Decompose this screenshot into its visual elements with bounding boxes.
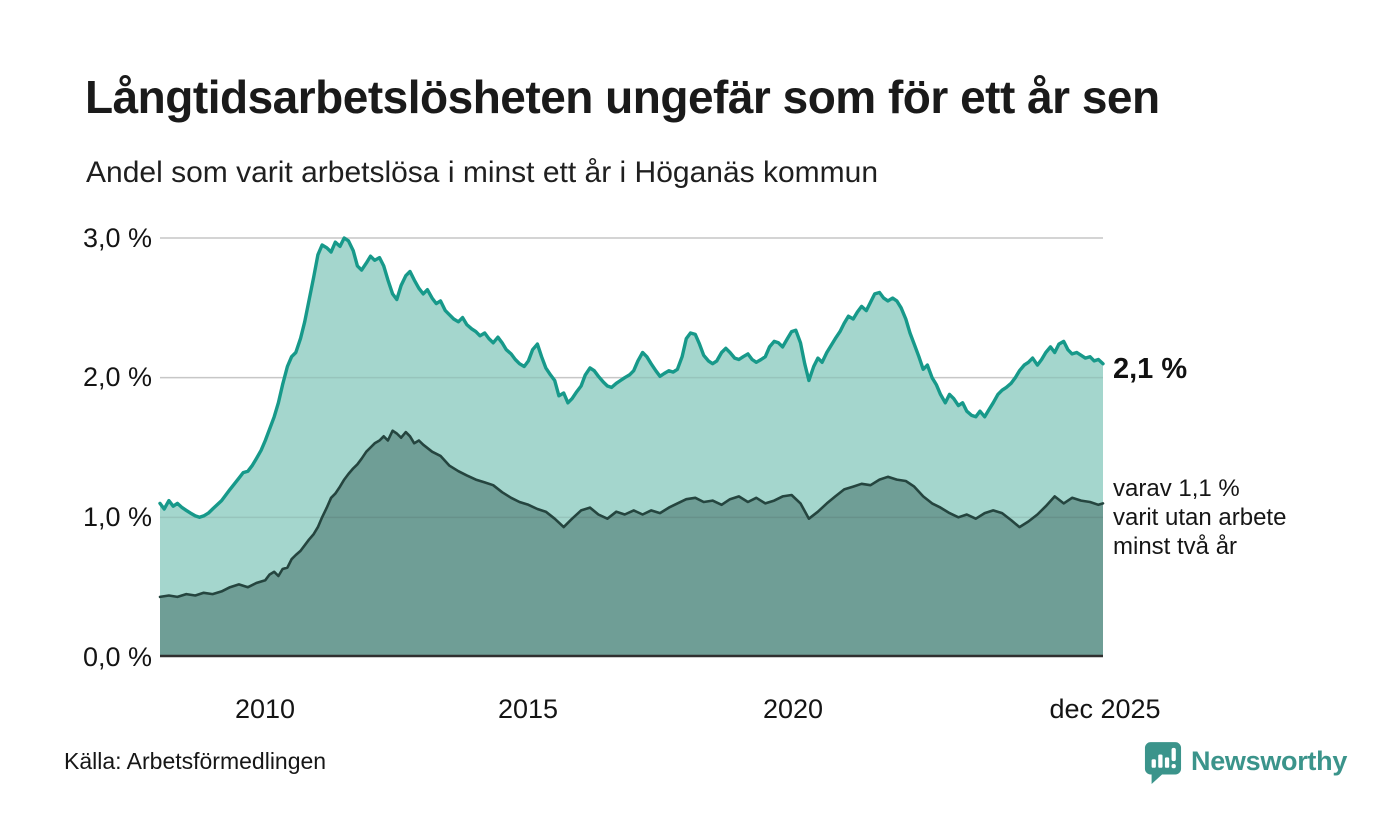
sub-label-line-3: minst två år [1113,533,1238,560]
y-tick-3: 3,0 % [82,223,152,253]
page-title: Långtidsarbetslösheten ungefär som för e… [85,71,1160,123]
series-end-label-total: 2,1 % [1113,353,1188,385]
y-tick-2: 2,0 % [82,362,152,392]
chart-plot [158,236,1105,658]
y-tick-1: 1,0 % [82,502,152,532]
source-caption: Källa: Arbetsförmedlingen [64,748,327,774]
x-tick-2020: 2020 [762,694,824,724]
chart-subtitle: Andel som varit arbetslösa i minst ett å… [86,156,878,189]
x-tick-2010: 2010 [234,694,296,724]
newsworthy-logo-icon [1144,742,1182,784]
sub-label-line-2: varit utan arbete [1113,504,1287,531]
y-tick-0: 0,0 % [82,642,152,672]
sub-label-line-1: varav 1,1 % [1113,475,1240,502]
x-tick-2015: 2015 [497,694,559,724]
x-tick-dec-2025: dec 2025 [1049,694,1161,724]
newsworthy-logo-text: Newsworthy [1191,746,1348,776]
series-end-label-two-years: varav 1,1 % varit utan arbete minst två … [1113,474,1286,561]
newsworthy-brand: Newsworthy [1144,741,1347,787]
